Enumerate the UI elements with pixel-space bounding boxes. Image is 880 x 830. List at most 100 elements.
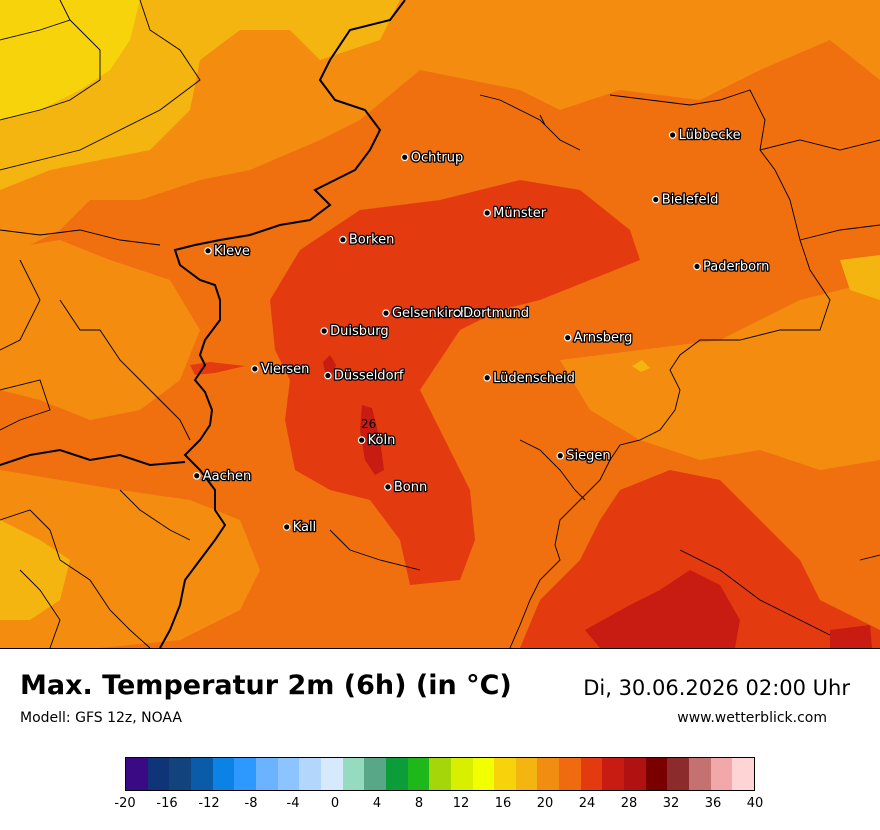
legend-swatch [212,758,235,790]
temp-band-26-28-southeast [585,570,740,648]
city-marker [204,247,212,255]
legend-tick-label: -8 [244,796,258,811]
city-label: Kall [293,520,317,535]
city-marker [282,523,291,531]
city-marker [651,195,660,204]
legend-swatch [494,758,516,790]
legend-tick-label: 32 [662,796,680,811]
city-label: Lübbecke [679,128,741,143]
legend-swatch [255,758,278,790]
city-label: Dortmund [463,306,529,321]
legend-swatch [602,758,625,790]
legend-tick-label: 20 [536,796,554,811]
city-label: Ochtrup [411,150,464,165]
legend-swatch [147,758,170,790]
legend-swatch [472,758,495,790]
temp-band-18-20-blob [632,360,650,372]
city-marker [483,209,491,217]
city-marker [668,131,677,139]
temp-band-18-20-southwest [0,520,70,620]
city-marker [384,483,392,491]
city-marker [251,365,259,373]
city-label: Aachen [203,469,251,484]
legend-tick-label: 8 [414,796,424,811]
legend-swatch [407,758,430,790]
city-marker [483,373,491,382]
legend-tick-label: 40 [746,796,764,811]
contour-label: 26 [361,417,376,431]
legend-tick-label: -12 [198,796,220,811]
legend-tick-label: 24 [578,796,596,811]
city-l-bbecke: Lübbecke [668,127,742,144]
city-marker [339,235,347,244]
city-label: Bonn [394,480,427,495]
city-label: Lüdenscheid [493,371,575,386]
city-label: Kleve [214,244,250,259]
legend-tick-labels: -20 -16 -12 -8 -4 0 4 8 12 16 20 24 28 32 36 40 [0,796,880,816]
temp-band-24-26 [270,180,640,585]
city-layer: Lübbecke Ochtrup Bielefeld Münster Borken Kle… [192,127,771,536]
legend-swatch [234,758,256,790]
temp-band-26-28-edge [830,625,872,648]
map-title: Max. Temperatur 2m (6h) (in °C) [20,670,512,701]
city-marker [453,309,461,317]
city-marker [382,309,390,317]
temperature-map: 26 Lübbecke Ochtrup Bielefeld Münster Borken… [0,0,880,649]
city-d-sseldorf: Düsseldorf [324,367,405,385]
admin-borders [0,0,880,648]
temp-band-20-22-east [560,280,880,470]
city-label: Münster [493,206,547,221]
city-marker [556,451,565,460]
city-arnsberg: Arnsberg [563,329,634,347]
city-label: Siegen [566,449,610,464]
city-label: Paderborn [703,259,769,274]
city-marker [693,262,701,271]
legend-swatch [559,758,581,790]
website-link[interactable]: www.wetterblick.com [677,710,827,726]
legend-swatch [689,758,711,790]
city-aachen: Aachen [192,467,253,485]
city-ochtrup: Ochtrup [400,149,465,167]
temp-band-26-28 [360,405,384,475]
city-label: Borken [349,233,395,248]
city-siegen: Siegen [556,447,612,465]
city-borken: Borken [339,231,396,249]
city-marker [357,436,366,444]
legend-swatch [429,758,451,790]
city-kall: Kall [282,519,317,536]
temp-band-24-26-southeast [520,470,880,648]
legend-tick-label: -4 [286,796,300,811]
legend-tick-label: 0 [330,796,340,811]
legend-swatch [364,758,386,790]
legend-tick-label: 28 [620,796,638,811]
temp-band-16-18 [0,0,140,120]
city-marker [192,471,201,480]
legend-tick-label: 12 [452,796,470,811]
legend-swatch [645,758,668,790]
city-label: Bielefeld [662,193,719,208]
color-legend [125,757,755,791]
legend-swatch [277,758,300,790]
city-bonn: Bonn [384,479,429,496]
legend-swatch [126,758,148,790]
temp-band-26-28-duesseldorf [323,355,336,376]
city-marker [400,153,409,162]
city-k-ln: Köln [357,432,397,449]
legend-swatch [515,758,538,790]
legend-swatch [342,758,365,790]
city-m-nster: Münster [483,205,548,222]
legend-swatch [450,758,473,790]
forecast-datetime: Di, 30.06.2026 02:00 Uhr [583,676,850,700]
legend-swatch [299,758,321,790]
city-dortmund: Dortmund [453,305,530,322]
legend-tick-label: -20 [114,796,136,811]
legend-tick-label: 36 [704,796,722,811]
city-viersen: Viersen [251,361,311,378]
city-gelsenkirchen: Gelsenkirchen [382,305,486,322]
legend-swatch [732,758,755,790]
city-l-denscheid: Lüdenscheid [483,369,576,387]
city-label: Düsseldorf [334,369,404,384]
legend-swatch [320,758,343,790]
city-bielefeld: Bielefeld [651,191,720,209]
city-marker [320,327,328,335]
